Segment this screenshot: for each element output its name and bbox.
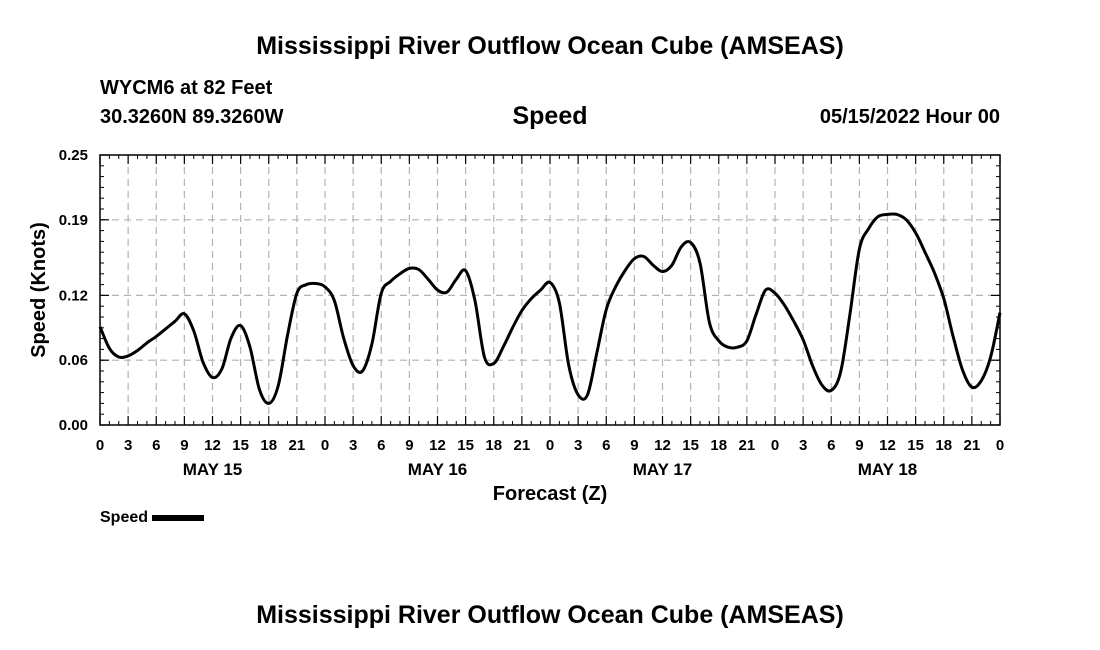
x-axis-label: Forecast (Z) [493,483,607,505]
x-tick-label: 6 [377,437,385,454]
forecast-date: 05/15/2022 Hour 00 [819,106,1000,128]
x-tick-label: 3 [799,437,807,454]
x-tick-label: 6 [152,437,160,454]
x-tick-label: 0 [546,437,554,454]
station-coords: 30.3260N 89.3260W [100,106,284,128]
x-tick-label: 3 [124,437,132,454]
y-tick-label: 0.12 [59,287,88,304]
legend-line-swatch [152,514,205,521]
x-tick-label: 21 [514,437,531,454]
x-tick-label: 15 [907,437,924,454]
x-tick-label: 15 [682,437,699,454]
x-tick-label: 9 [855,437,863,454]
y-tick-label: 0.06 [59,352,88,369]
x-tick-label: 3 [349,437,357,454]
day-label: MAY 18 [858,460,918,479]
legend-label: Speed [100,509,149,526]
x-tick-label: 9 [405,437,413,454]
y-tick-label: 0.00 [59,417,88,434]
x-tick-label: 12 [654,437,671,454]
footer-title: Mississippi River Outflow Ocean Cube (AM… [256,601,844,629]
x-tick-label: 0 [771,437,779,454]
x-tick-label: 18 [710,437,727,454]
y-tick-label: 0.25 [59,147,88,164]
x-tick-label: 6 [827,437,835,454]
legend: Speed [100,509,205,527]
grid [100,155,1000,425]
x-tick-label: 0 [96,437,104,454]
day-label: MAY 15 [183,460,243,479]
chart-title: Mississippi River Outflow Ocean Cube (AM… [256,32,844,60]
x-tick-label: 0 [321,437,329,454]
station-label: WYCM6 at 82 Feet [100,77,273,99]
day-label: MAY 17 [633,460,693,479]
x-tick-label: 15 [457,437,474,454]
x-tick-label: 12 [429,437,446,454]
x-tick-label: 21 [964,437,981,454]
x-tick-label: 9 [630,437,638,454]
x-tick-label: 21 [289,437,306,454]
x-tick-label: 3 [574,437,582,454]
x-tick-label: 15 [232,437,249,454]
x-tick-label: 0 [996,437,1004,454]
x-tick-label: 18 [485,437,502,454]
speed-series-line [98,212,1002,405]
axis-labels: 0 3 6 9 12 15 18 21 0 3 6 9 12 15 18 21 0 3 6 9 12 15 18 21 0 3 6 9… [59,147,1004,479]
x-tick-label: 12 [204,437,221,454]
variable-title: Speed [512,102,588,130]
x-tick-label: 21 [739,437,756,454]
y-axis-label: Speed (Knots) [28,222,50,358]
axis-ticks [99,154,1001,426]
y-tick-label: 0.19 [59,212,88,229]
x-tick-label: 12 [879,437,896,454]
x-tick-label: 9 [180,437,188,454]
day-label: MAY 16 [408,460,468,479]
x-tick-label: 18 [935,437,952,454]
x-tick-label: 6 [602,437,610,454]
x-tick-label: 18 [260,437,277,454]
